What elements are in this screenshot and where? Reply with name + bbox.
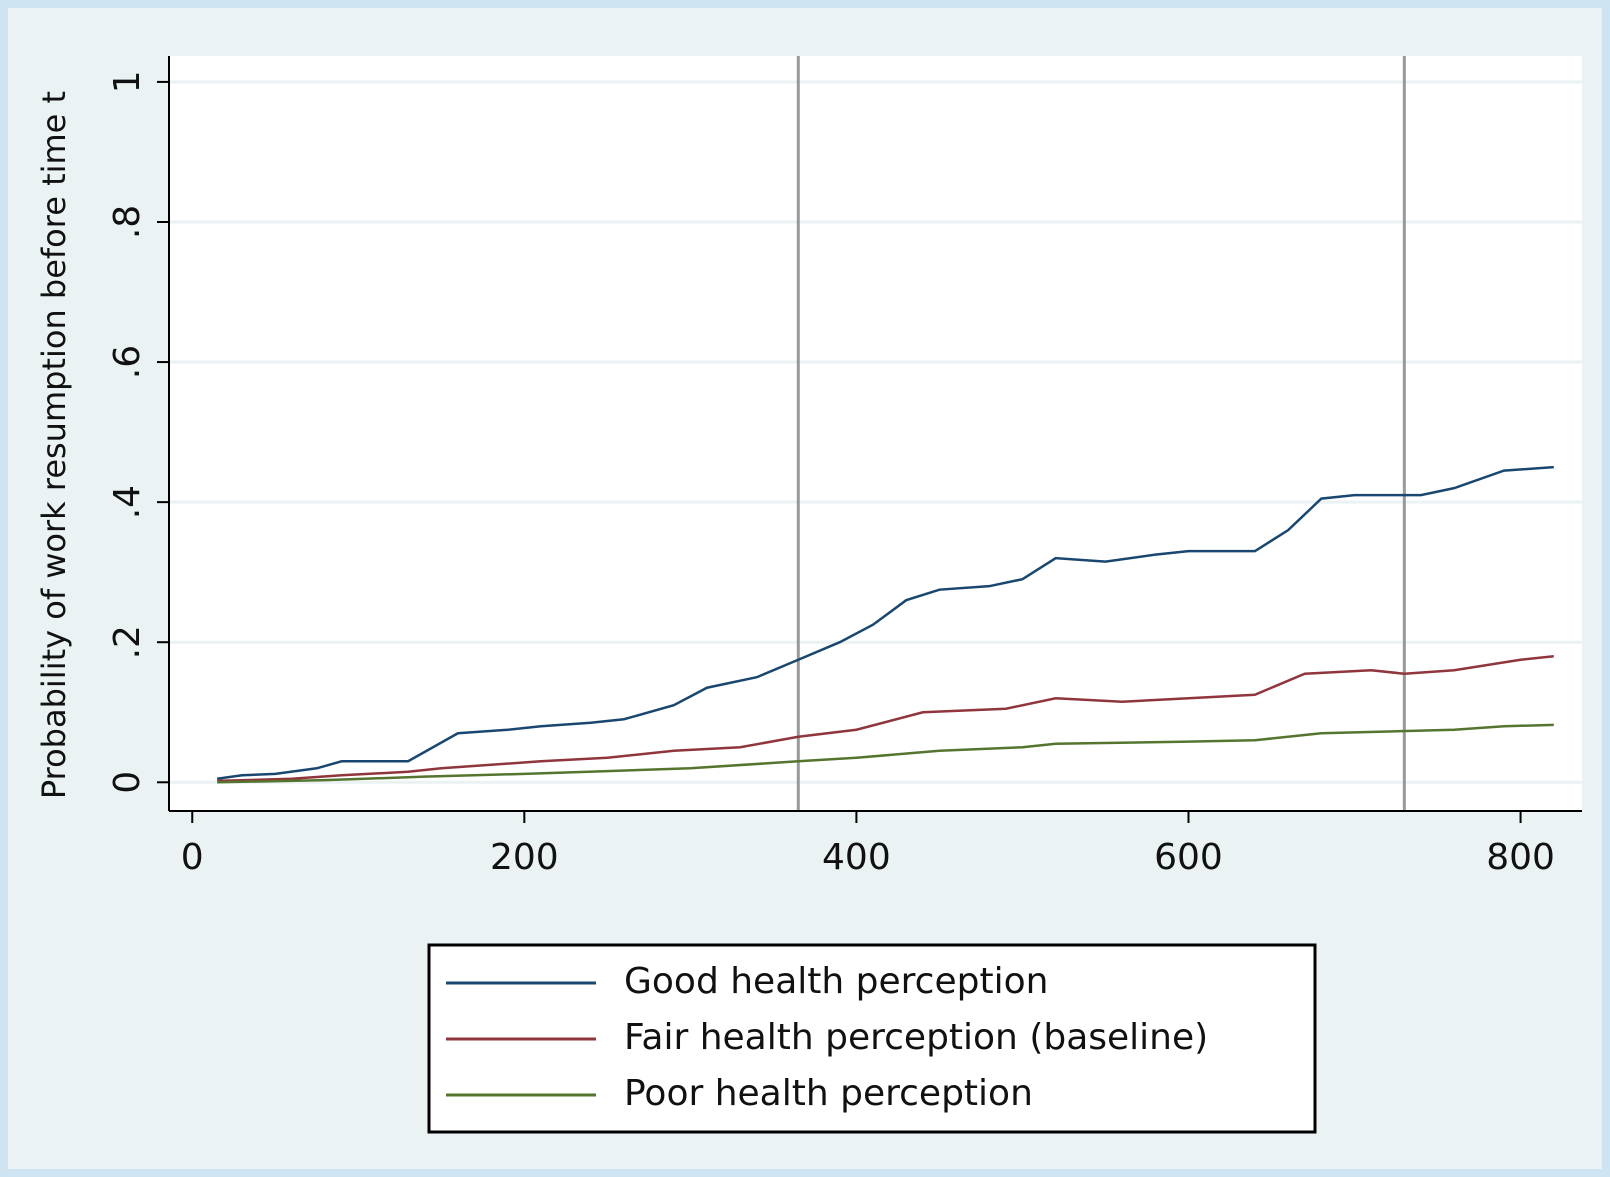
y-tick-label: .2 bbox=[107, 625, 148, 659]
y-tick-label: .6 bbox=[107, 345, 148, 379]
series-line bbox=[217, 654, 1554, 783]
y-tick-label: 1 bbox=[107, 70, 148, 93]
legend-label: Fair health perception (baseline) bbox=[624, 1017, 1208, 1058]
x-tick-label: 0 bbox=[181, 837, 204, 878]
legend-label: Good health perception bbox=[624, 961, 1048, 1002]
legend-label: Poor health perception bbox=[624, 1073, 1033, 1114]
x-tick-label: 400 bbox=[822, 837, 891, 878]
series-line bbox=[217, 723, 1554, 784]
y-axis-title: Probability of work resumption before ti… bbox=[35, 91, 73, 799]
y-tick-label: .4 bbox=[107, 485, 148, 519]
series-line bbox=[216, 465, 1554, 781]
x-tick-label: 600 bbox=[1154, 837, 1223, 878]
x-tick-label: 200 bbox=[490, 837, 559, 878]
y-tick-label: 0 bbox=[107, 771, 148, 794]
y-tick-label: .8 bbox=[107, 205, 148, 239]
x-tick-label: 800 bbox=[1486, 837, 1555, 878]
plot-area bbox=[169, 56, 1582, 811]
